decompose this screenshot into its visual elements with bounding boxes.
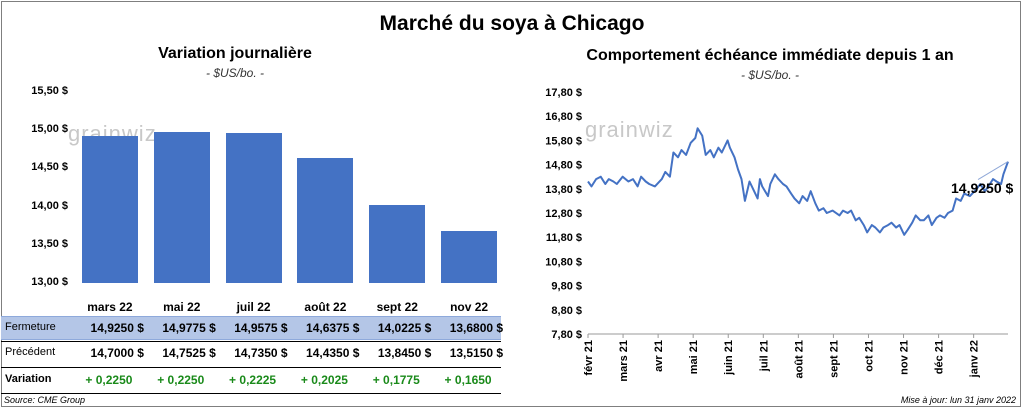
line-y-tick-label: 14,80 $ [545,160,582,172]
table-row: Fermeture 14,9250 $ 14,9775 $ 14,9575 $ 14,6… [1,316,504,340]
line-y-tick-label: 10,80 $ [545,256,582,268]
bar [369,204,426,283]
line-x-tick-label: mai 21 [688,340,700,374]
bar-y-tick-label: 13,00 $ [31,276,68,288]
source-note: Source: CME Group [4,395,86,405]
table-cell: 13,5150 $ [449,346,504,360]
line-x-tick-label: avr 21 [653,340,665,372]
bar [297,157,354,283]
line-x-tick-label: sept 21 [828,340,840,378]
bar [153,131,210,283]
update-note: Mise à jour: lun 31 janv 2022 [900,395,1016,405]
table-cell: 14,7000 $ [90,346,144,360]
line-y-tick-label: 12,80 $ [545,208,582,220]
price-series-line [587,127,1009,236]
table-cell: 14,6375 $ [306,321,360,335]
bar-chart-title: Variation journalière [158,45,312,62]
table-cell: 14,7350 $ [234,346,288,360]
bar-y-tick-label: 14,00 $ [31,199,68,212]
table-separator [1,341,501,342]
table-cell: 14,7525 $ [162,346,216,360]
line-x-tick-label: mars 21 [618,340,630,382]
line-y-tick-label: 15,80 $ [545,135,582,147]
bar-category-label: mars 22 [87,300,133,314]
table-cell: 14,4350 $ [306,346,360,360]
line-y-tick-label: 11,80 $ [546,232,582,244]
table-cell: + 0,1775 [372,373,420,387]
table-cell: 14,9575 $ [234,321,288,335]
table-separator [1,393,501,394]
table-cell: + 0,2025 [300,373,348,387]
table-row: Précédent 14,7000 $ 14,7525 $ 14,7350 $ 14,4… [1,342,504,364]
table-row-label: Précédent [5,346,56,358]
bar-category-label: août 22 [304,300,347,314]
line-x-tick-label: oct 21 [863,340,875,372]
annotation-leader-line [977,161,1009,181]
table-cell: 14,9775 $ [162,321,216,335]
page-title: Marché du soya à Chicago [379,12,645,35]
line-y-tick-label: 9,80 $ [551,281,582,293]
bar-category-label: nov 22 [450,300,489,314]
line-chart-title: Comportement échéance immédiate depuis 1… [586,47,954,64]
table-cell: + 0,2250 [157,373,205,387]
bar-category-label: mai 22 [163,300,201,314]
line-y-tick-label: 7,80 $ [551,329,582,341]
table-cell: + 0,2225 [229,373,277,387]
line-chart-unit: - $US/bo. - [740,68,800,82]
bar-y-tick-label: 14,50 $ [31,161,68,174]
line-y-tick-label: 8,80 $ [551,305,582,317]
bar-category-label: sept 22 [376,300,418,314]
table-cell: + 0,2250 [85,373,133,387]
table-row-label: Fermeture [5,321,56,333]
line-y-tick-label: 16,80 $ [545,111,582,123]
bar-y-tick-label: 15,50 $ [31,85,68,97]
line-x-tick-label: déc 21 [934,340,946,374]
bar-category-label: juil 22 [236,300,271,314]
bar [441,231,498,283]
table-cell: 13,8450 $ [377,346,432,360]
line-x-tick-label: juil 21 [758,340,770,372]
table-cell: + 0,1650 [444,373,492,387]
line-x-tick-label: nov 21 [899,340,911,375]
bar-y-tick-label: 13,50 $ [31,237,68,250]
table-cell: 14,9250 $ [90,321,144,335]
bar-chart-unit: - $US/bo. - [205,66,265,80]
line-x-tick-label: août 21 [793,340,805,379]
line-chart-watermark: grainwiz [585,117,674,142]
bar [81,135,138,283]
line-y-tick-label: 17,80 $ [545,87,582,99]
line-x-tick-label: févr 21 [583,340,595,375]
last-price-label: 14,9250 $ [951,180,1014,196]
bar [225,133,282,283]
table-cell: 14,0225 $ [377,321,432,335]
line-x-tick-label: janv 22 [969,340,981,378]
line-y-tick-label: 13,80 $ [545,184,582,196]
table-row-label: Variation [5,373,52,385]
line-x-tick-label: juin 21 [723,340,735,376]
table-cell: 13,6800 $ [449,321,504,335]
bar-y-tick-label: 15,00 $ [31,123,68,136]
table-row: Variation + 0,2250 + 0,2250 + 0,2225 + 0,202… [1,369,501,391]
table-separator [1,367,501,368]
